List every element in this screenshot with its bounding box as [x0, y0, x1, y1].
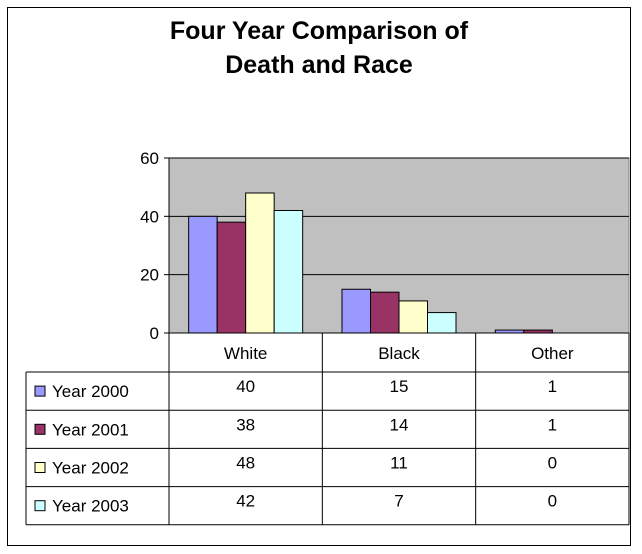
y-tick-label: 20	[140, 266, 159, 285]
legend-key-year-2002	[34, 462, 46, 473]
bar-black-year-2000	[341, 288, 371, 334]
bar-black-year-2002	[398, 300, 428, 334]
data-label: 38	[236, 415, 255, 434]
data-label: 42	[236, 492, 255, 511]
legend-key-year-2001	[34, 423, 46, 435]
bar-white-year-2000	[188, 215, 218, 334]
x-tick-label: Other	[531, 344, 574, 363]
x-tick-label: Black	[378, 344, 420, 363]
legend-label: Year 2003	[52, 497, 129, 516]
data-label: 48	[236, 454, 255, 473]
data-label: 14	[390, 415, 409, 434]
legend-key-year-2000	[34, 385, 46, 397]
data-label: 15	[390, 377, 409, 396]
data-label: 1	[548, 415, 557, 434]
legend-key-year-2003	[34, 500, 46, 512]
bar-white-year-2001	[216, 221, 247, 334]
data-label: 11	[390, 454, 408, 473]
data-label: 40	[236, 377, 255, 396]
bar-white-year-2002	[245, 192, 275, 334]
y-tick-label: 0	[150, 324, 159, 343]
data-label: 0	[548, 454, 557, 473]
bar-black-year-2001	[370, 291, 400, 334]
data-label: 0	[548, 492, 557, 511]
legend-label: Year 2001	[52, 420, 129, 439]
legend-label: Year 2000	[52, 382, 129, 401]
y-tick-label: 60	[140, 149, 159, 168]
y-tick-label: 40	[140, 207, 159, 226]
data-label: 1	[548, 377, 557, 396]
chart-title: Four Year Comparison of Death and Race	[7, 14, 631, 82]
data-label: 7	[394, 492, 403, 511]
chart-title-line-1: Four Year Comparison of	[169, 17, 469, 45]
bar-white-year-2003	[273, 210, 304, 334]
chart-title-line-2: Death and Race	[225, 51, 413, 79]
legend-label: Year 2002	[52, 459, 129, 478]
bar-black-year-2003	[427, 312, 457, 334]
x-tick-label: White	[224, 344, 267, 363]
